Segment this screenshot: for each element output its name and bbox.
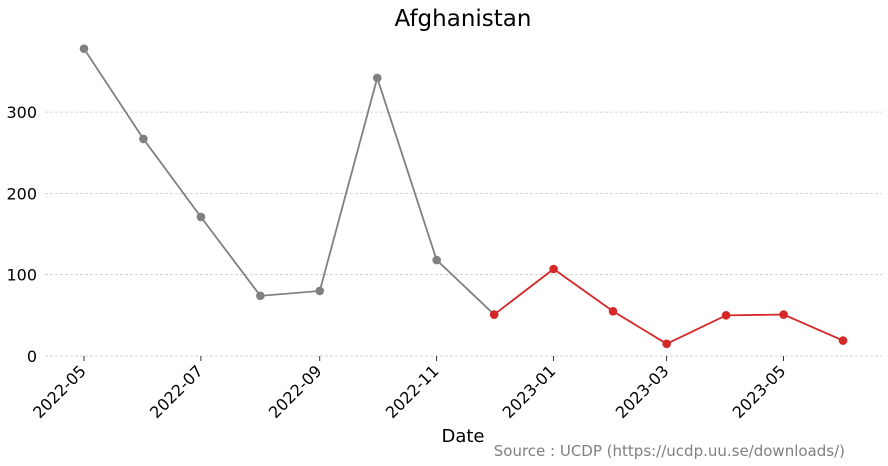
- x-tick-label: 2023-01: [499, 361, 560, 422]
- data-point: [432, 255, 441, 265]
- data-point: [315, 286, 325, 296]
- data-point: [256, 291, 265, 301]
- data-point: [838, 336, 848, 345]
- y-tick-label: 100: [6, 266, 37, 285]
- series-group: [79, 44, 848, 349]
- x-tick-label: 2022-11: [382, 361, 443, 422]
- data-point: [139, 134, 148, 144]
- y-tick-label: 300: [6, 103, 37, 122]
- data-point: [79, 44, 89, 53]
- x-tick-label: 2022-09: [265, 361, 326, 422]
- series-line: [83, 48, 495, 316]
- y-axis: 0 100 200 300: [6, 103, 37, 366]
- data-point: [662, 339, 671, 349]
- data-point: [489, 310, 499, 319]
- y-tick-label: 200: [6, 184, 37, 203]
- data-point: [721, 311, 731, 320]
- grid: [45, 111, 882, 357]
- data-point: [196, 212, 206, 222]
- source-note: Source : UCDP (https://ucdp.uu.se/downlo…: [494, 442, 845, 460]
- chart-title: Afghanistan: [395, 6, 532, 32]
- series-line: [493, 267, 844, 345]
- y-tick-label: 0: [27, 347, 37, 366]
- x-tick-label: 2023-03: [612, 361, 673, 422]
- x-axis-label: Date: [441, 426, 484, 447]
- x-tick-label: 2022-07: [146, 361, 207, 422]
- data-point: [549, 264, 558, 274]
- x-tick-label: 2023-05: [729, 361, 790, 422]
- x-tick-label: 2022-05: [29, 361, 90, 422]
- x-axis: 2022-05 2022-07 2022-09 2022-11 2023-01 2023-…: [29, 356, 789, 422]
- data-point: [372, 73, 382, 83]
- data-point: [779, 310, 788, 319]
- data-point: [608, 306, 618, 316]
